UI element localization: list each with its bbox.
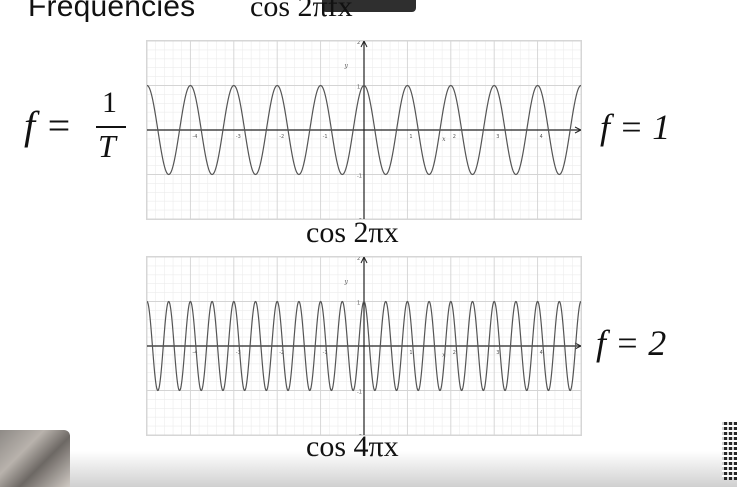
x-tick-label: -4 [192, 134, 197, 140]
y-tick-label: 1 [357, 85, 360, 91]
plot-1-caption: cos 2πx [306, 216, 399, 249]
x-tick-label: 4 [540, 350, 543, 356]
y-axis-arrow [360, 41, 368, 48]
y-axis-arrow [360, 257, 368, 264]
y-axis-label: y [343, 63, 348, 70]
x-tick-label: 1 [409, 350, 412, 356]
slide-title-formula: cos 2πfx [250, 0, 353, 23]
y-tick-label: -2 [357, 434, 362, 435]
cosine-curve [147, 84, 581, 176]
y-axis-label: y [343, 279, 348, 286]
x-tick-label: 3 [496, 350, 499, 356]
formula-lhs: f = [24, 103, 73, 148]
x-tick-label: -1 [323, 134, 328, 140]
formula-denominator: T [98, 128, 116, 164]
plot-cos-2pi-x: -4 -3 -2 -1 1 2 3 4 -2 -1 1 2 x y [146, 40, 582, 220]
x-tick-label: 1 [409, 134, 412, 140]
period-formula: f = 1 T [24, 86, 134, 168]
formula-fraction-bar [96, 126, 126, 128]
x-axis-label: x [442, 136, 446, 143]
y-tick-label: -1 [357, 390, 362, 396]
y-tick-label: -1 [357, 174, 362, 180]
webcam-overlay [0, 430, 70, 487]
top-overlay-badge [322, 0, 416, 12]
x-tick-label: -2 [279, 134, 284, 140]
y-tick-label: 1 [357, 301, 360, 307]
x-tick-label: 4 [540, 134, 543, 140]
plot-2-frequency-label: f = 2 [596, 323, 667, 363]
plot-svg: -4 -3 -2 -1 1 2 3 4 -2 -1 1 2 x y [147, 41, 581, 219]
video-control-bar[interactable] [0, 451, 737, 487]
x-axis-arrow [574, 342, 581, 350]
x-tick-label: 2 [453, 134, 456, 140]
plot-2-caption: cos 4πx [306, 430, 399, 463]
qr-code [722, 420, 737, 480]
y-tick-label: -2 [357, 218, 362, 219]
x-tick-label: -1 [323, 350, 328, 356]
x-axis-arrow [574, 126, 581, 134]
plot-1-frequency-label: f = 1 [600, 107, 671, 147]
x-tick-label: -3 [236, 350, 241, 356]
y-tick-label: 2 [357, 41, 360, 46]
y-tick-label: 2 [357, 257, 360, 262]
formula-numerator: 1 [102, 86, 117, 119]
x-tick-label: -3 [236, 134, 241, 140]
x-tick-label: -2 [279, 350, 284, 356]
cosine-curve [147, 300, 581, 392]
x-tick-label: 2 [453, 350, 456, 356]
slide-title: Frequencies [28, 0, 196, 23]
x-tick-label: 3 [496, 134, 499, 140]
x-tick-label: -4 [192, 350, 197, 356]
